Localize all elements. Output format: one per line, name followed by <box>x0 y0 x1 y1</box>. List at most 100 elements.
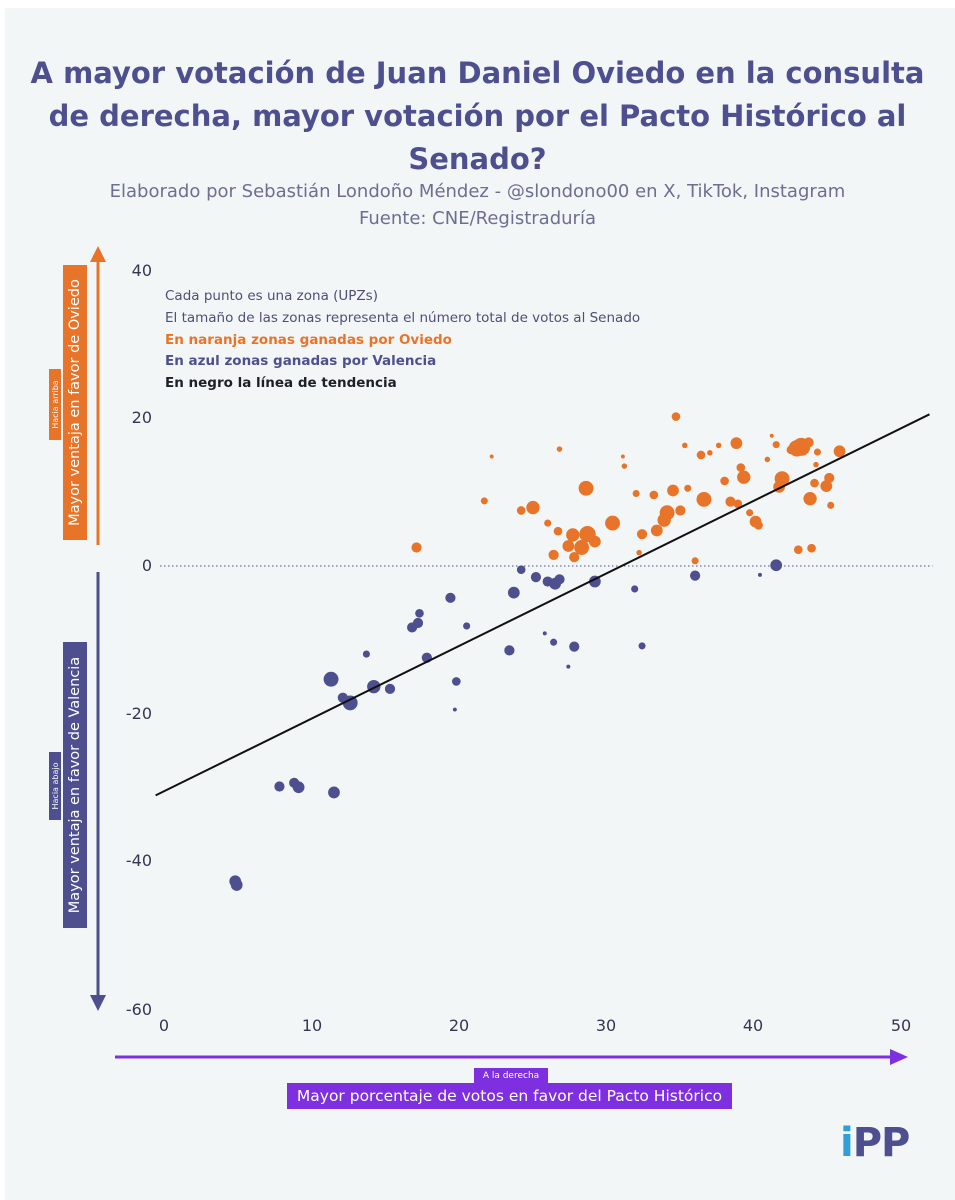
data-point-valencia <box>328 786 340 799</box>
data-point-valencia <box>569 641 580 652</box>
x-right-arrowhead <box>890 1049 908 1065</box>
data-point-oviedo <box>566 528 580 542</box>
y-tick-label: 40 <box>131 261 152 280</box>
y-up-label: Mayor ventaja en favor de Oviedo <box>63 265 87 540</box>
data-point-oviedo <box>621 463 628 469</box>
chart-subtitle: Elaborado por Sebastián Londoño Méndez -… <box>20 178 935 232</box>
data-point-valencia <box>362 650 370 658</box>
data-point-oviedo <box>746 509 754 517</box>
data-point-valencia <box>516 565 526 575</box>
x-tick-label: 20 <box>448 1016 470 1035</box>
data-point-oviedo <box>769 433 774 438</box>
data-point-valencia <box>504 645 515 656</box>
data-point-oviedo <box>574 540 590 555</box>
data-point-oviedo <box>733 499 743 509</box>
data-point-oviedo <box>827 501 835 509</box>
subtitle-source: Fuente: CNE/Registraduría <box>359 208 596 229</box>
data-point-oviedo <box>411 542 422 553</box>
data-point-oviedo <box>516 506 526 515</box>
left-white-border <box>0 0 5 1200</box>
data-point-valencia <box>690 570 701 581</box>
x-tick-label: 10 <box>301 1016 323 1035</box>
data-point-valencia <box>530 572 542 583</box>
data-point-oviedo <box>569 552 580 563</box>
data-point-oviedo <box>772 441 780 449</box>
x-tick-label: 40 <box>742 1016 764 1035</box>
y-tick-label: -40 <box>125 851 152 870</box>
data-point-oviedo <box>667 484 679 497</box>
legend-note-size: El tamaño de las zonas representa el núm… <box>165 310 641 326</box>
legend-note-valencia: En azul zonas ganadas por Valencia <box>165 353 437 369</box>
data-point-oviedo <box>544 519 552 527</box>
top-white-border <box>0 0 955 8</box>
legend-note-trend: En negro la línea de tendencia <box>165 375 397 391</box>
data-point-valencia <box>384 683 396 694</box>
data-point-oviedo <box>813 461 819 468</box>
data-point-valencia <box>415 609 424 618</box>
data-point-valencia <box>631 585 639 593</box>
data-point-oviedo <box>807 543 816 553</box>
data-point-oviedo <box>562 540 575 552</box>
data-point-oviedo <box>754 520 763 530</box>
data-point-oviedo <box>696 491 712 507</box>
data-point-oviedo <box>489 454 494 459</box>
data-point-valencia <box>452 707 457 712</box>
data-point-oviedo <box>636 549 642 556</box>
data-point-oviedo <box>774 471 790 487</box>
data-point-oviedo <box>526 500 540 515</box>
logo-pp: PP <box>852 1120 911 1166</box>
subtitle-author: Elaborado por Sebastián Londoño Méndez -… <box>109 181 846 202</box>
data-point-oviedo <box>605 515 621 531</box>
data-point-oviedo <box>682 442 688 449</box>
x-tick-label: 50 <box>890 1016 912 1035</box>
data-point-oviedo <box>636 529 648 540</box>
data-point-oviedo <box>803 437 814 448</box>
data-point-oviedo <box>659 505 675 521</box>
data-point-oviedo <box>632 489 640 498</box>
data-point-oviedo <box>578 480 594 496</box>
data-point-oviedo <box>737 470 751 484</box>
y-up-arrowhead <box>90 246 106 262</box>
data-point-oviedo <box>810 478 819 488</box>
data-point-oviedo <box>813 448 821 456</box>
y-tick-label: -60 <box>125 1000 152 1019</box>
data-point-valencia <box>638 642 646 650</box>
data-point-valencia <box>507 586 520 599</box>
x-right-small-label: A la derecha <box>474 1068 548 1083</box>
data-point-valencia <box>770 559 783 572</box>
data-point-oviedo <box>793 545 803 555</box>
data-point-oviedo <box>707 450 713 456</box>
ipp-logo: iPP <box>840 1120 911 1166</box>
data-point-oviedo <box>833 445 846 458</box>
data-point-oviedo <box>803 492 817 506</box>
data-point-oviedo <box>725 496 736 507</box>
data-point-oviedo <box>730 437 743 450</box>
y-up-small-label: Hacia arriba <box>49 369 61 440</box>
data-point-oviedo <box>556 446 563 452</box>
data-point-valencia <box>230 879 243 891</box>
trend-line <box>155 413 930 797</box>
legend-note-oviedo: En naranja zonas ganadas por Oviedo <box>165 332 452 348</box>
data-point-oviedo <box>675 505 686 516</box>
data-point-valencia <box>463 622 471 630</box>
legend-note-points: Cada punto es una zona (UPZs) <box>165 288 378 304</box>
y-down-arrowhead <box>90 995 106 1011</box>
data-point-oviedo <box>691 557 699 565</box>
data-point-oviedo <box>553 526 563 536</box>
data-point-oviedo <box>620 454 625 459</box>
data-point-valencia <box>757 572 762 577</box>
data-point-oviedo <box>589 535 601 548</box>
data-point-oviedo <box>736 463 746 472</box>
data-point-oviedo <box>820 480 833 492</box>
data-point-oviedo <box>650 524 663 537</box>
x-axis-label: Mayor porcentaje de votos en favor del P… <box>287 1083 732 1109</box>
data-point-oviedo <box>715 442 722 449</box>
data-point-oviedo <box>824 472 835 484</box>
data-point-oviedo <box>720 476 729 486</box>
data-point-valencia <box>412 617 424 629</box>
y-tick-label: -20 <box>125 704 152 723</box>
data-point-valencia <box>550 638 558 646</box>
data-point-oviedo <box>764 456 771 463</box>
data-point-valencia <box>445 592 456 603</box>
